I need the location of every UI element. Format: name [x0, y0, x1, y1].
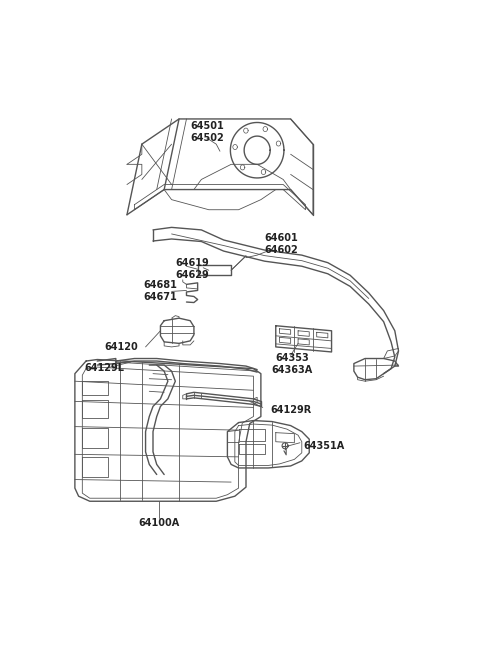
Text: 64619
64629: 64619 64629 [175, 258, 209, 280]
Text: 64601
64602: 64601 64602 [264, 233, 298, 255]
Text: 64353
64363A: 64353 64363A [272, 352, 313, 375]
Text: 64129L: 64129L [84, 363, 124, 373]
Text: 64681
64671: 64681 64671 [144, 280, 178, 303]
Text: 64351A: 64351A [304, 441, 345, 451]
Text: 64129R: 64129R [270, 405, 312, 415]
Text: 64120: 64120 [104, 342, 138, 352]
Text: 64100A: 64100A [138, 519, 179, 529]
Text: 64501
64502: 64501 64502 [190, 121, 224, 143]
